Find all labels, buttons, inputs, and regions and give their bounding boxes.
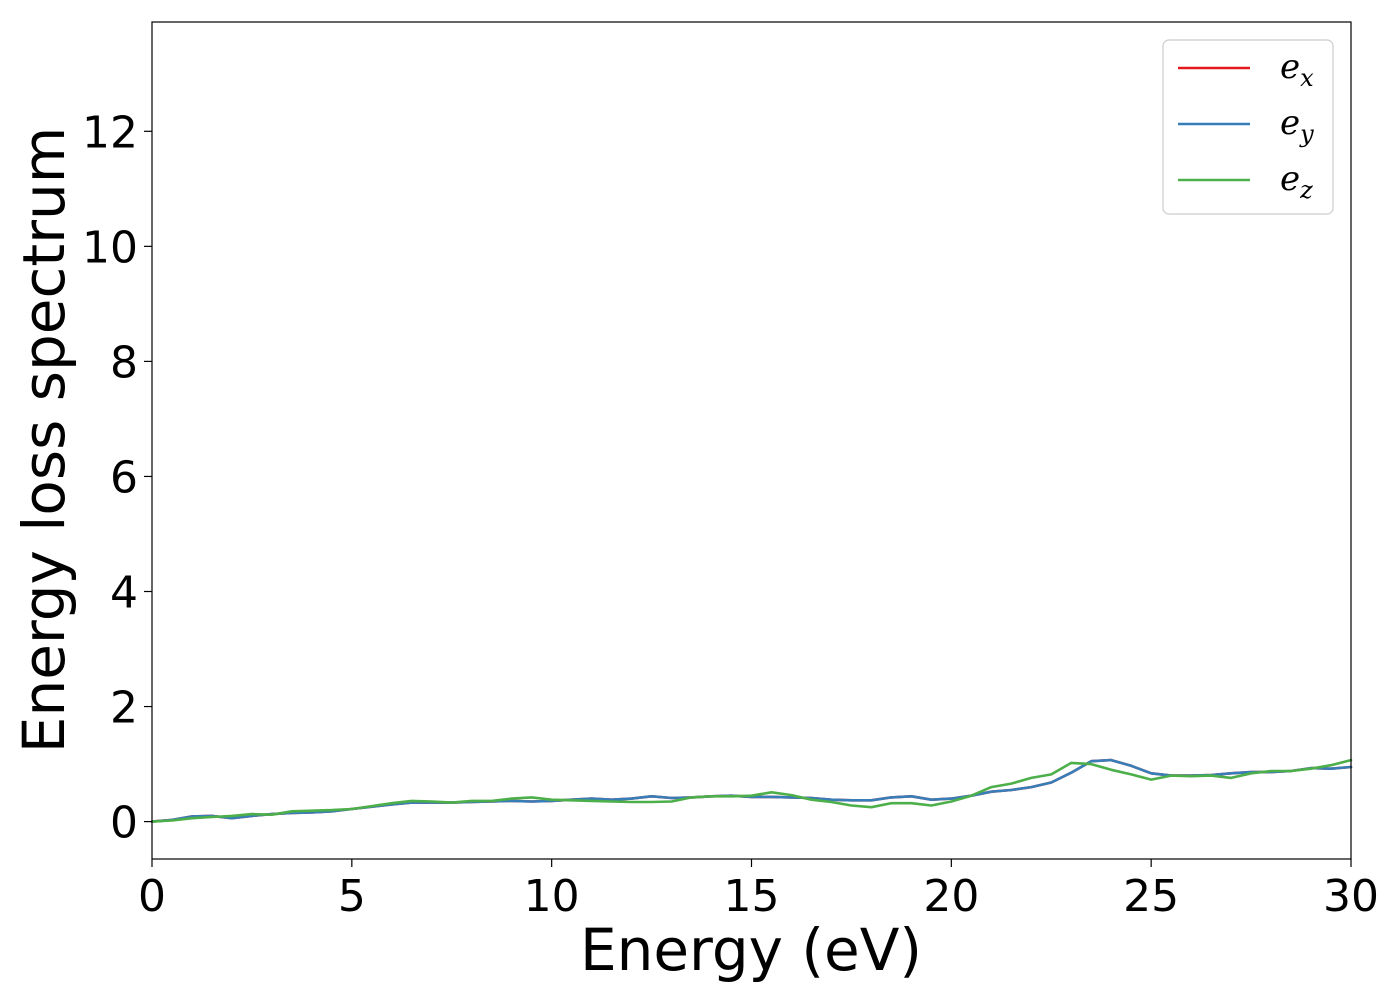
legend-label-base: e [1280,47,1300,87]
x-tick-label: 5 [338,871,366,922]
legend-label-e-y: ey [1280,103,1314,148]
x-tick-label: 10 [524,871,580,922]
y-tick-label: 2 [110,683,138,734]
legend-box [1162,39,1334,215]
x-tick-label: 20 [923,871,979,922]
x-tick-label: 30 [1323,871,1379,922]
legend-label-base: e [1280,103,1300,143]
legend-label-e-z: ez [1280,159,1313,204]
series-line-e-z [150,758,1353,823]
y-tick-label: 4 [110,568,138,619]
y-tick-label: 0 [110,798,138,849]
x-axis-ticks: 0 5 10 15 20 25 30 [138,859,1379,922]
y-tick-label: 12 [82,107,138,158]
y-tick-label: 8 [110,337,138,388]
legend-label-e-x: ex [1280,47,1314,92]
x-tick-label: 15 [724,871,780,922]
series-layer [150,758,1353,823]
y-axis-title: Energy loss spectrum [10,127,78,753]
x-tick-label: 25 [1123,871,1179,922]
y-tick-label: 6 [110,452,138,503]
y-axis-ticks: 0 2 4 6 8 10 12 [82,107,152,849]
plot-area [152,22,1351,859]
x-tick-label: 0 [138,871,166,922]
y-tick-label: 10 [82,222,138,273]
legend-label-subscript: x [1300,64,1314,92]
legend-label-subscript: z [1299,176,1313,204]
legend-label-subscript: y [1299,120,1314,148]
legend-label-base: e [1280,159,1300,199]
x-axis-title: Energy (eV) [580,916,922,984]
